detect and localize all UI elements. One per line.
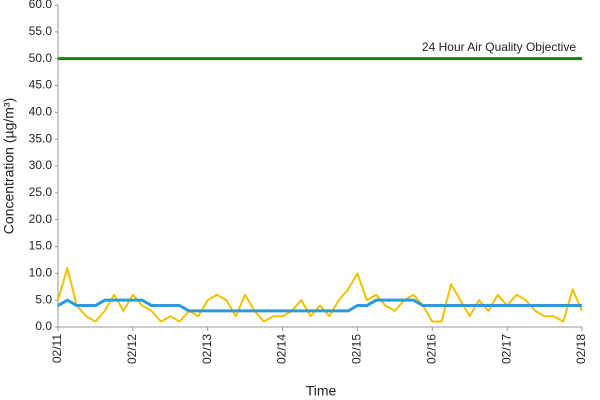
data-line bbox=[57, 266, 583, 323]
y-tick-label: 30.0 bbox=[29, 158, 53, 172]
x-tick-label: 02/12 bbox=[125, 334, 139, 364]
y-tick-label: 50.0 bbox=[29, 51, 53, 65]
y-tick-label: 5.0 bbox=[35, 292, 52, 306]
x-tick-label: 02/17 bbox=[499, 334, 513, 364]
y-tick-label: 0.0 bbox=[35, 319, 52, 333]
y-tick-label: 55.0 bbox=[29, 24, 53, 38]
x-tick-label: 02/11 bbox=[50, 334, 64, 363]
y-tick-label: 60.0 bbox=[29, 0, 53, 11]
objective-label: 24 Hour Air Quality Objective bbox=[422, 40, 576, 54]
y-axis-title: Concentration (µg/m³) bbox=[1, 98, 17, 234]
y-tick-label: 20.0 bbox=[29, 212, 53, 226]
x-tick-label: 02/16 bbox=[424, 334, 438, 364]
x-tick-label: 02/15 bbox=[350, 334, 364, 364]
y-tick-label: 15.0 bbox=[29, 239, 53, 253]
data-line bbox=[57, 298, 582, 313]
x-tick-label: 02/18 bbox=[574, 334, 588, 364]
x-tick-label: 02/13 bbox=[200, 334, 214, 364]
y-tick-label: 45.0 bbox=[29, 78, 53, 92]
x-tick-label: 02/14 bbox=[275, 334, 289, 364]
y-tick-label: 10.0 bbox=[29, 266, 53, 280]
y-tick-label: 25.0 bbox=[29, 185, 53, 199]
y-tick-label: 35.0 bbox=[29, 131, 53, 145]
x-axis-title: Time bbox=[306, 383, 337, 399]
y-tick-label: 40.0 bbox=[29, 105, 53, 119]
